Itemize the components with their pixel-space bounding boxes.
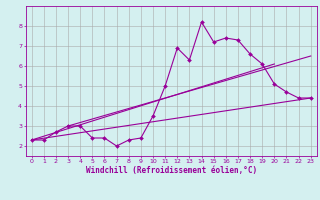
- X-axis label: Windchill (Refroidissement éolien,°C): Windchill (Refroidissement éolien,°C): [86, 166, 257, 175]
